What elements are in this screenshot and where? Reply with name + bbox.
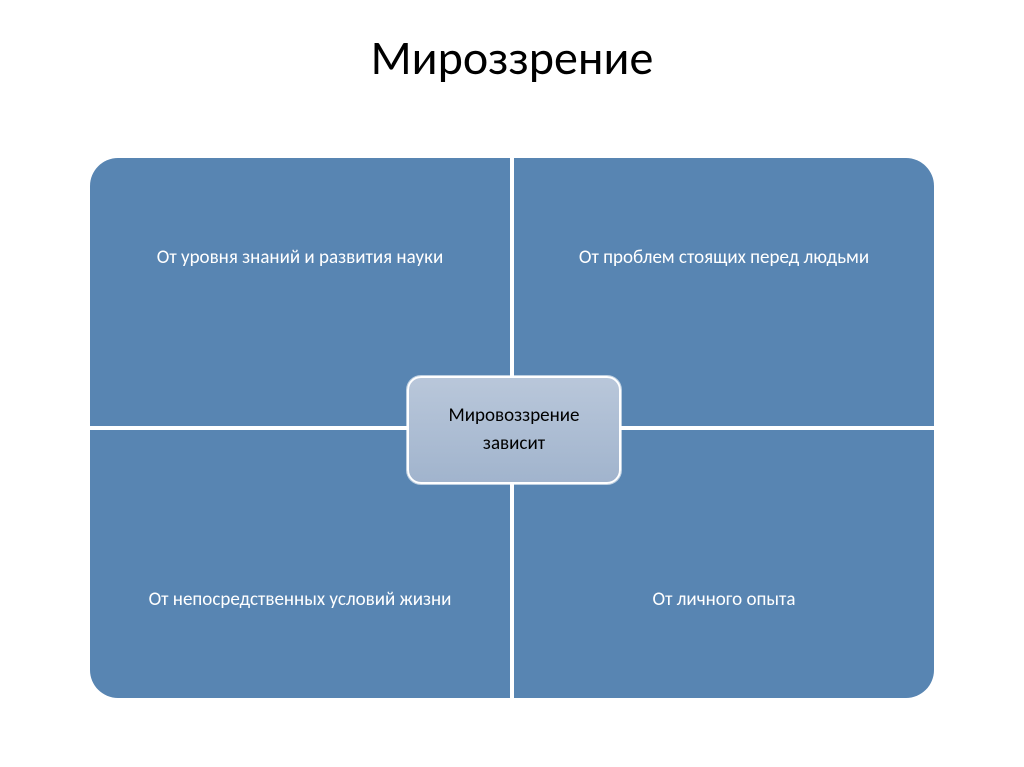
center-line2: зависит xyxy=(483,430,545,459)
center-line1: Мировоззрение xyxy=(448,402,579,431)
center-box: Мировоззрение зависит xyxy=(407,376,621,484)
slide-title: Мироззрение xyxy=(0,28,1024,87)
matrix-diagram: От уровня знаний и развития науки От про… xyxy=(90,158,934,698)
slide: Мироззрение От уровня знаний и развития … xyxy=(0,0,1024,767)
